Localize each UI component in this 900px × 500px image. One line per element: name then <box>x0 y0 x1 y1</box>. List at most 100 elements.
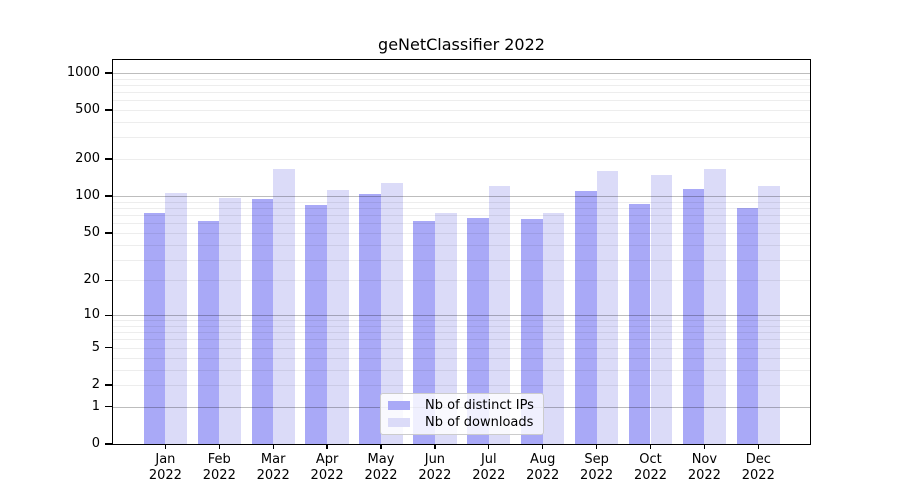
bar-downloads-mar <box>273 169 295 444</box>
y-tick-label-2: 2 <box>91 376 100 392</box>
gridline-90 <box>113 201 810 203</box>
x-tick-label-dec: Dec 2022 <box>741 452 775 483</box>
legend-swatch-downloads <box>388 418 410 427</box>
x-tick-label-feb: Feb 2022 <box>202 452 236 483</box>
gridline-3 <box>113 369 810 371</box>
y-tick-label-200: 200 <box>75 151 100 167</box>
gridline-50 <box>113 232 810 234</box>
x-tick-label-may: May 2022 <box>364 452 398 483</box>
x-tick-mark <box>542 444 544 449</box>
y-tick-label-100: 100 <box>75 188 100 204</box>
bar-downloads-jul <box>488 186 511 444</box>
gridline-8 <box>113 325 810 327</box>
bar-distinct-ips-may <box>359 193 381 444</box>
x-tick-mark <box>272 444 274 449</box>
bar-distinct-ips-sep <box>574 190 597 444</box>
y-tick-label-1: 1 <box>91 398 100 414</box>
bar-downloads-dec <box>758 186 780 444</box>
y-tick-mark <box>105 406 112 408</box>
y-tick-label-1000: 1000 <box>66 64 100 80</box>
gridline-500 <box>113 110 810 112</box>
x-tick-label-oct: Oct 2022 <box>633 452 668 483</box>
x-tick-label-nov: Nov 2022 <box>687 452 721 483</box>
gridline-9 <box>113 320 810 322</box>
y-tick-mark <box>105 72 112 74</box>
x-tick-mark <box>434 444 436 449</box>
gridline-2 <box>113 384 810 386</box>
chart-title: geNetClassifier 2022 <box>378 35 545 54</box>
y-tick-label-5: 5 <box>91 339 100 355</box>
x-tick-mark <box>218 444 220 449</box>
y-tick-label-50: 50 <box>83 224 100 240</box>
gridline-100 <box>113 196 810 198</box>
bar-distinct-ips-nov <box>682 188 705 444</box>
y-tick-mark <box>105 347 112 349</box>
legend: Nb of distinct IPs Nb of downloads <box>380 393 544 435</box>
bar-distinct-ips-mar <box>251 199 274 444</box>
gridline-30 <box>113 259 810 261</box>
x-tick-label-jan: Jan 2022 <box>148 452 182 483</box>
bar-distinct-ips-apr <box>305 204 328 444</box>
bar-downloads-apr <box>327 189 349 444</box>
bar-downloads-jan <box>165 192 188 444</box>
y-tick-mark <box>105 279 112 282</box>
gridline-800 <box>113 84 810 86</box>
x-tick-mark <box>380 444 382 449</box>
bar-downloads-jun <box>434 212 457 444</box>
x-tick-mark <box>488 444 490 449</box>
x-tick-mark <box>649 444 652 449</box>
x-tick-mark <box>757 444 759 449</box>
y-tick-label-20: 20 <box>83 272 100 288</box>
y-tick-mark <box>105 195 112 197</box>
y-tick-mark <box>105 384 112 386</box>
legend-label-distinct-ips: Nb of distinct IPs <box>425 398 534 413</box>
plot-area: Nb of distinct IPs Nb of downloads <box>112 59 811 445</box>
legend-item-distinct-ips: Nb of distinct IPs <box>388 398 536 413</box>
bar-downloads-oct <box>650 175 673 444</box>
gridline-4 <box>113 357 810 359</box>
bar-distinct-ips-oct <box>628 203 651 444</box>
x-tick-label-aug: Aug 2022 <box>526 452 560 483</box>
bar-downloads-feb <box>219 197 241 444</box>
gridline-7 <box>113 332 810 334</box>
gridline-200 <box>113 159 810 161</box>
gridline-400 <box>113 122 810 124</box>
bar-distinct-ips-jun <box>413 220 435 444</box>
x-tick-mark <box>703 444 706 449</box>
gridline-10 <box>113 315 810 317</box>
x-tick-label-jun: Jun 2022 <box>418 452 452 483</box>
gridline-40 <box>113 244 810 246</box>
y-tick-mark <box>105 158 112 160</box>
x-tick-mark <box>164 444 167 449</box>
gridline-70 <box>113 215 810 217</box>
gridline-700 <box>113 92 810 94</box>
gridline-300 <box>113 137 810 139</box>
gridline-80 <box>113 207 810 209</box>
x-tick-mark <box>595 444 598 449</box>
gridline-20 <box>113 280 810 282</box>
gridline-6 <box>113 339 810 341</box>
y-tick-label-500: 500 <box>75 102 100 118</box>
y-tick-mark <box>105 443 112 445</box>
y-tick-mark <box>105 109 112 111</box>
bar-downloads-may <box>381 182 403 444</box>
bar-distinct-ips-jul <box>467 218 489 444</box>
gridline-900 <box>113 78 810 80</box>
legend-item-downloads: Nb of downloads <box>388 415 536 430</box>
bar-distinct-ips-dec <box>736 208 759 444</box>
y-tick-mark <box>105 314 112 316</box>
x-tick-label-mar: Mar 2022 <box>256 452 290 483</box>
gridline-5 <box>113 347 810 349</box>
bar-distinct-ips-jan <box>143 212 166 444</box>
legend-label-downloads: Nb of downloads <box>425 415 534 430</box>
bar-downloads-sep <box>596 171 619 444</box>
x-tick-label-jul: Jul 2022 <box>472 452 506 483</box>
bar-distinct-ips-feb <box>197 220 220 444</box>
gridline-60 <box>113 223 810 225</box>
legend-swatch-distinct-ips <box>388 401 410 410</box>
x-tick-label-apr: Apr 2022 <box>310 452 344 483</box>
bar-downloads-nov <box>704 168 727 444</box>
y-tick-mark <box>105 232 112 234</box>
x-tick-mark <box>326 444 328 449</box>
